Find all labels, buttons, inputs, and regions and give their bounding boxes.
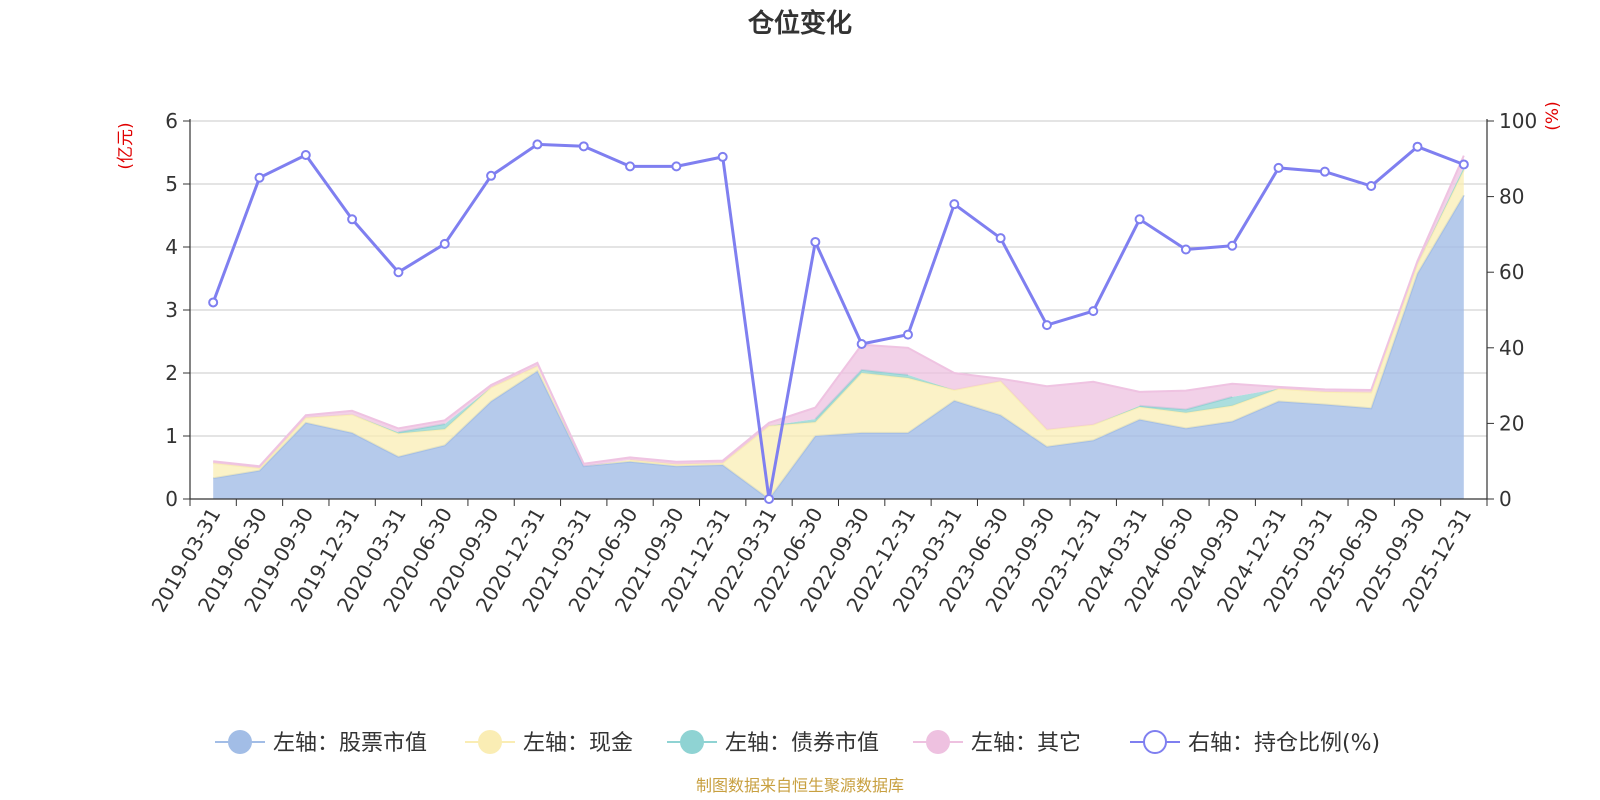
right-axis-tick-label: 60 [1499, 260, 1524, 284]
ratio-point [1273, 162, 1284, 173]
right-axis-tick-label: 20 [1499, 411, 1524, 435]
ratio-point [254, 172, 265, 183]
left-axis-tick-label: 3 [165, 298, 178, 322]
left-axis-tick-label: 5 [165, 172, 178, 196]
ratio-point [1088, 306, 1099, 317]
right-axis-tick-label: 0 [1499, 487, 1512, 511]
area-edge-2 [398, 423, 445, 434]
legend-marker-0 [228, 730, 252, 754]
ratio-point [1366, 181, 1377, 192]
ratio-point [532, 139, 543, 150]
ratio-point [300, 150, 311, 161]
ratio-point [347, 214, 358, 225]
left-axis-tick-label: 6 [165, 109, 178, 133]
left-axis-tick-label: 0 [165, 487, 178, 511]
right-axis-tick-label: 40 [1499, 336, 1524, 360]
ratio-line [208, 139, 1469, 504]
legend-marker-4 [1143, 730, 1167, 754]
ratio-line-path [211, 142, 1465, 501]
left-axis-tick-label: 1 [165, 424, 178, 448]
legend-label-3: 左轴：其它 [971, 731, 1081, 756]
chart-title: 仓位变化 [747, 8, 852, 39]
ratio-point [1134, 214, 1145, 225]
left-axis-unit: (亿元) [116, 122, 136, 169]
ratio-point [856, 339, 867, 350]
source-note: 制图数据来自恒生聚源数据库 [696, 776, 904, 795]
legend-marker-3 [926, 730, 950, 754]
ratio-point [671, 161, 682, 172]
legend-label-2: 左轴：债券市值 [725, 731, 879, 756]
ratio-point [486, 170, 497, 181]
ratio-point [578, 141, 589, 152]
area-edge-0 [213, 194, 1465, 501]
ratio-point [902, 329, 913, 340]
ratio-point [393, 267, 404, 278]
ratio-point [1319, 166, 1330, 177]
ratio-point [949, 199, 960, 210]
ratio-point [764, 494, 775, 504]
ratio-point [625, 161, 636, 172]
ratio-point [1412, 141, 1423, 152]
legend-marker-1 [478, 730, 502, 754]
legend-label-0: 左轴：股票市值 [273, 731, 427, 756]
ratio-point [1180, 244, 1191, 255]
ratio-point [995, 233, 1006, 244]
ratio-point [717, 151, 728, 162]
legend-label-1: 左轴：现金 [523, 731, 633, 756]
right-axis-tick-label: 80 [1499, 185, 1524, 209]
legend: 左轴：股票市值 左轴：现金 左轴：债券市值 左轴：其它 右轴：持仓比例(%) [215, 730, 1380, 756]
axes: 01234560204060801002019-03-312019-06-302… [147, 109, 1538, 616]
right-axis-unit: (%) [1543, 101, 1563, 130]
area-0 [213, 195, 1464, 500]
area-1 [213, 170, 1464, 499]
ratio-point [1041, 320, 1052, 331]
area-edge-3 [213, 155, 1465, 468]
ratio-point [1458, 159, 1469, 170]
ratio-point [439, 238, 450, 249]
ratio-point [810, 236, 821, 247]
legend-marker-2 [680, 730, 704, 754]
left-axis-tick-label: 4 [165, 235, 178, 259]
stacked-areas [213, 155, 1465, 501]
left-axis-tick-label: 2 [165, 361, 178, 385]
legend-label-4: 右轴：持仓比例(%) [1188, 731, 1380, 756]
ratio-point [208, 297, 219, 308]
right-axis-tick-label: 100 [1499, 109, 1537, 133]
ratio-point [1227, 240, 1238, 251]
